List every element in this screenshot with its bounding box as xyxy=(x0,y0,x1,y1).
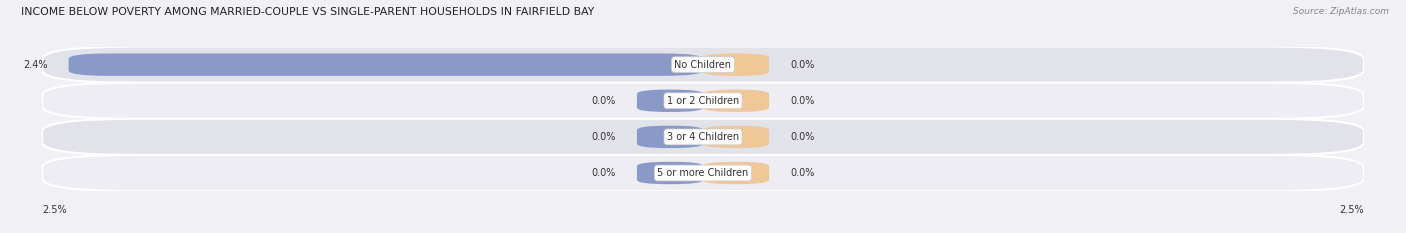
FancyBboxPatch shape xyxy=(703,89,769,112)
FancyBboxPatch shape xyxy=(637,89,703,112)
FancyBboxPatch shape xyxy=(42,83,1364,119)
FancyBboxPatch shape xyxy=(42,119,1364,155)
Text: 0.0%: 0.0% xyxy=(592,168,616,178)
Text: 3 or 4 Children: 3 or 4 Children xyxy=(666,132,740,142)
Text: 0.0%: 0.0% xyxy=(790,168,814,178)
Text: INCOME BELOW POVERTY AMONG MARRIED-COUPLE VS SINGLE-PARENT HOUSEHOLDS IN FAIRFIE: INCOME BELOW POVERTY AMONG MARRIED-COUPL… xyxy=(21,7,595,17)
Text: No Children: No Children xyxy=(675,60,731,70)
FancyBboxPatch shape xyxy=(69,53,703,76)
Text: 0.0%: 0.0% xyxy=(592,132,616,142)
FancyBboxPatch shape xyxy=(703,53,769,76)
Text: 2.5%: 2.5% xyxy=(1339,205,1364,215)
Text: 0.0%: 0.0% xyxy=(790,60,814,70)
Text: 0.0%: 0.0% xyxy=(790,132,814,142)
FancyBboxPatch shape xyxy=(42,47,1364,83)
Text: 2.4%: 2.4% xyxy=(22,60,48,70)
FancyBboxPatch shape xyxy=(703,162,769,184)
Text: 0.0%: 0.0% xyxy=(790,96,814,106)
FancyBboxPatch shape xyxy=(42,155,1364,191)
Text: Source: ZipAtlas.com: Source: ZipAtlas.com xyxy=(1294,7,1389,16)
Text: 1 or 2 Children: 1 or 2 Children xyxy=(666,96,740,106)
Text: 2.5%: 2.5% xyxy=(42,205,67,215)
FancyBboxPatch shape xyxy=(637,126,703,148)
Text: 0.0%: 0.0% xyxy=(592,96,616,106)
FancyBboxPatch shape xyxy=(637,162,703,184)
Text: 5 or more Children: 5 or more Children xyxy=(658,168,748,178)
FancyBboxPatch shape xyxy=(703,126,769,148)
